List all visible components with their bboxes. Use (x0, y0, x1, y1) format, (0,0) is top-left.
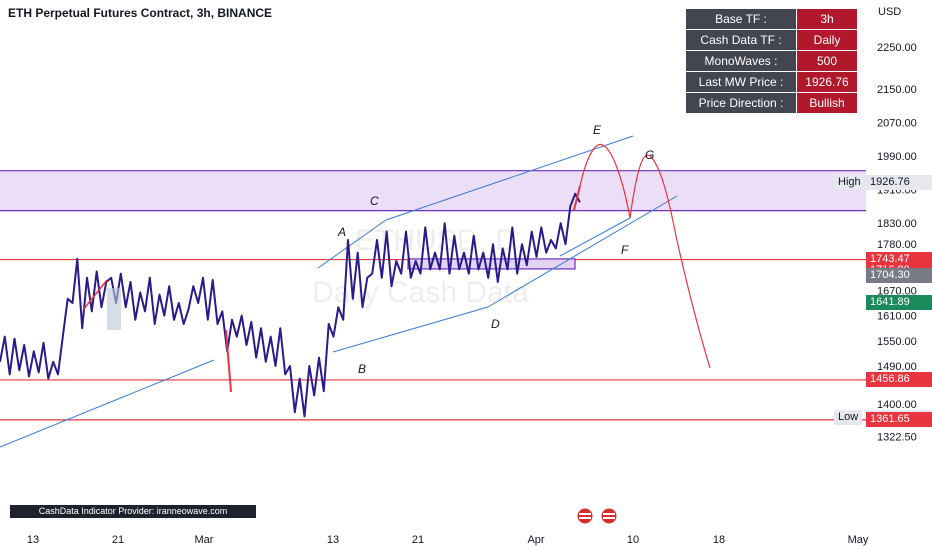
info-row: Last MW Price :1926.76 (686, 72, 857, 92)
info-value: 3h (797, 9, 857, 29)
y-tick-label: 2150.00 (877, 84, 917, 96)
currency-label: USD (878, 6, 901, 18)
price-badge-caption: Low (834, 410, 863, 426)
y-tick-label: 1400.00 (877, 399, 917, 411)
price-badge: 1926.76 (866, 175, 932, 191)
info-key: Cash Data TF : (686, 30, 796, 50)
projection-path (579, 143, 711, 369)
trend-line (0, 359, 215, 448)
flag-stripe (579, 513, 591, 515)
flag-stripe (603, 513, 615, 515)
watermark: ETHUSD, D Daily Cash Data (312, 224, 529, 309)
chart-title: ETH Perpetual Futures Contract, 3h, BINA… (8, 6, 273, 20)
info-row: Cash Data TF : Daily (686, 30, 857, 50)
price-series (0, 185, 581, 418)
x-tick-label: 18 (713, 534, 725, 546)
price-line (0, 192, 581, 418)
red-correction-mark (82, 279, 108, 311)
x-tick-label: 13 (327, 534, 339, 546)
price-badge: 1456.86 (866, 372, 932, 388)
zone-rect (0, 170, 866, 211)
info-row: Base TF :3h (686, 9, 857, 29)
trend-lines (0, 135, 678, 448)
flag-icon[interactable] (576, 507, 594, 525)
price-badge: 1704.30 (866, 268, 932, 284)
wave-label-c: C (370, 194, 379, 208)
info-value: 1926.76 (797, 72, 857, 92)
y-tick-label: 2250.00 (877, 42, 917, 54)
watermark-symbol: ETHUSD, D (355, 224, 517, 257)
red-breakout-mark (573, 185, 581, 211)
info-value: 500 (797, 51, 857, 71)
info-key: MonoWaves : (686, 51, 796, 71)
wave-label-a: A (337, 225, 346, 239)
y-tick-label: 1550.00 (877, 336, 917, 348)
info-value: Daily (797, 30, 857, 50)
y-tick-label: 1610.00 (877, 311, 917, 323)
info-table: Base TF :3h Cash Data TF : Daily MonoWave… (685, 8, 858, 114)
trend-line (317, 219, 387, 269)
wave-label-d: D (491, 317, 500, 331)
info-key: Base TF : (686, 9, 796, 29)
y-tick-label: 1670.00 (877, 285, 917, 297)
flag-icon[interactable] (600, 507, 618, 525)
highlight-block (107, 288, 121, 330)
info-row: Price Direction : Bullish (686, 93, 857, 113)
price-badge-caption: High (834, 175, 865, 191)
y-tick-label: 1780.00 (877, 239, 917, 251)
price-badge: 1361.65 (866, 412, 932, 428)
info-row: MonoWaves :500 (686, 51, 857, 71)
wave-labels: A B C D E F G (337, 123, 654, 376)
flag-stripe (579, 517, 591, 519)
x-tick-label: 21 (112, 534, 124, 546)
x-tick-label: Apr (527, 534, 544, 546)
wave-label-f: F (621, 243, 629, 257)
x-axis: 13 21 Mar 13 21 Apr 10 18 May (27, 534, 869, 546)
trend-line (385, 135, 634, 221)
info-value: Bullish (797, 93, 857, 113)
wave-label-e: E (593, 123, 602, 137)
x-tick-label: 10 (627, 534, 639, 546)
y-tick-label: 1830.00 (877, 218, 917, 230)
horizontal-levels (0, 258, 866, 421)
x-tick-label: 13 (27, 534, 39, 546)
y-tick-label: 1490.00 (877, 361, 917, 373)
wave-label-b: B (358, 362, 366, 376)
y-tick-label: 1322.50 (877, 431, 917, 443)
y-tick-label: 1990.00 (877, 151, 917, 163)
red-correction-mark (225, 329, 232, 393)
trend-line (559, 217, 631, 257)
info-key: Last MW Price : (686, 72, 796, 92)
flag-stripe (603, 517, 615, 519)
wave-label-g: G (645, 148, 654, 162)
wave-projection (579, 143, 711, 369)
watermark-subtitle: Daily Cash Data (312, 276, 529, 309)
price-zone (0, 170, 866, 212)
y-tick-label: 2070.00 (877, 117, 917, 129)
info-key: Price Direction : (686, 93, 796, 113)
x-tick-label: May (848, 534, 869, 546)
flag-icons (576, 507, 618, 525)
provider-banner: CashData Indicator Provider: iranneowave… (10, 505, 256, 518)
x-tick-label: 21 (412, 534, 424, 546)
x-tick-label: Mar (195, 534, 214, 546)
trend-line (487, 195, 678, 308)
price-badge: 1641.89 (866, 294, 932, 310)
trend-line (332, 306, 489, 353)
y-axis: USD 2250.002150.002070.001990.001910.001… (877, 6, 917, 443)
